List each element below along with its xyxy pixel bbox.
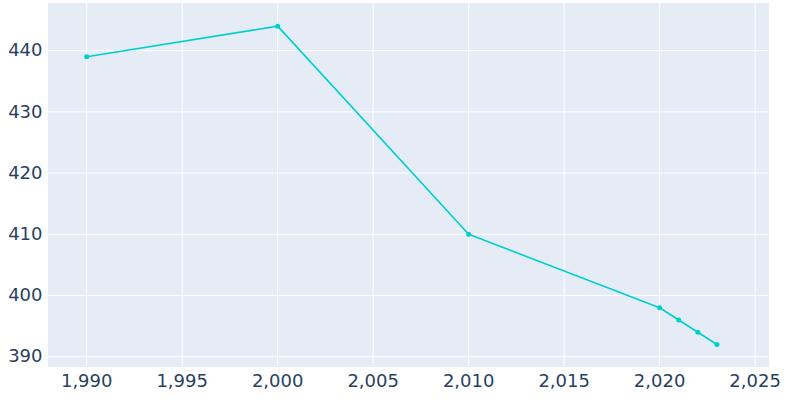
svg-text:2,025: 2,025 [729, 370, 781, 391]
svg-text:400: 400 [8, 284, 42, 305]
svg-text:420: 420 [8, 162, 42, 183]
svg-text:2,015: 2,015 [538, 370, 590, 391]
svg-text:410: 410 [8, 223, 42, 244]
svg-text:390: 390 [8, 345, 42, 366]
svg-text:2,000: 2,000 [252, 370, 304, 391]
svg-text:2,020: 2,020 [634, 370, 686, 391]
svg-text:440: 440 [8, 39, 42, 60]
svg-text:430: 430 [8, 101, 42, 122]
svg-text:1,995: 1,995 [156, 370, 208, 391]
svg-text:1,990: 1,990 [61, 370, 113, 391]
svg-text:2,010: 2,010 [443, 370, 495, 391]
svg-text:2,005: 2,005 [347, 370, 399, 391]
